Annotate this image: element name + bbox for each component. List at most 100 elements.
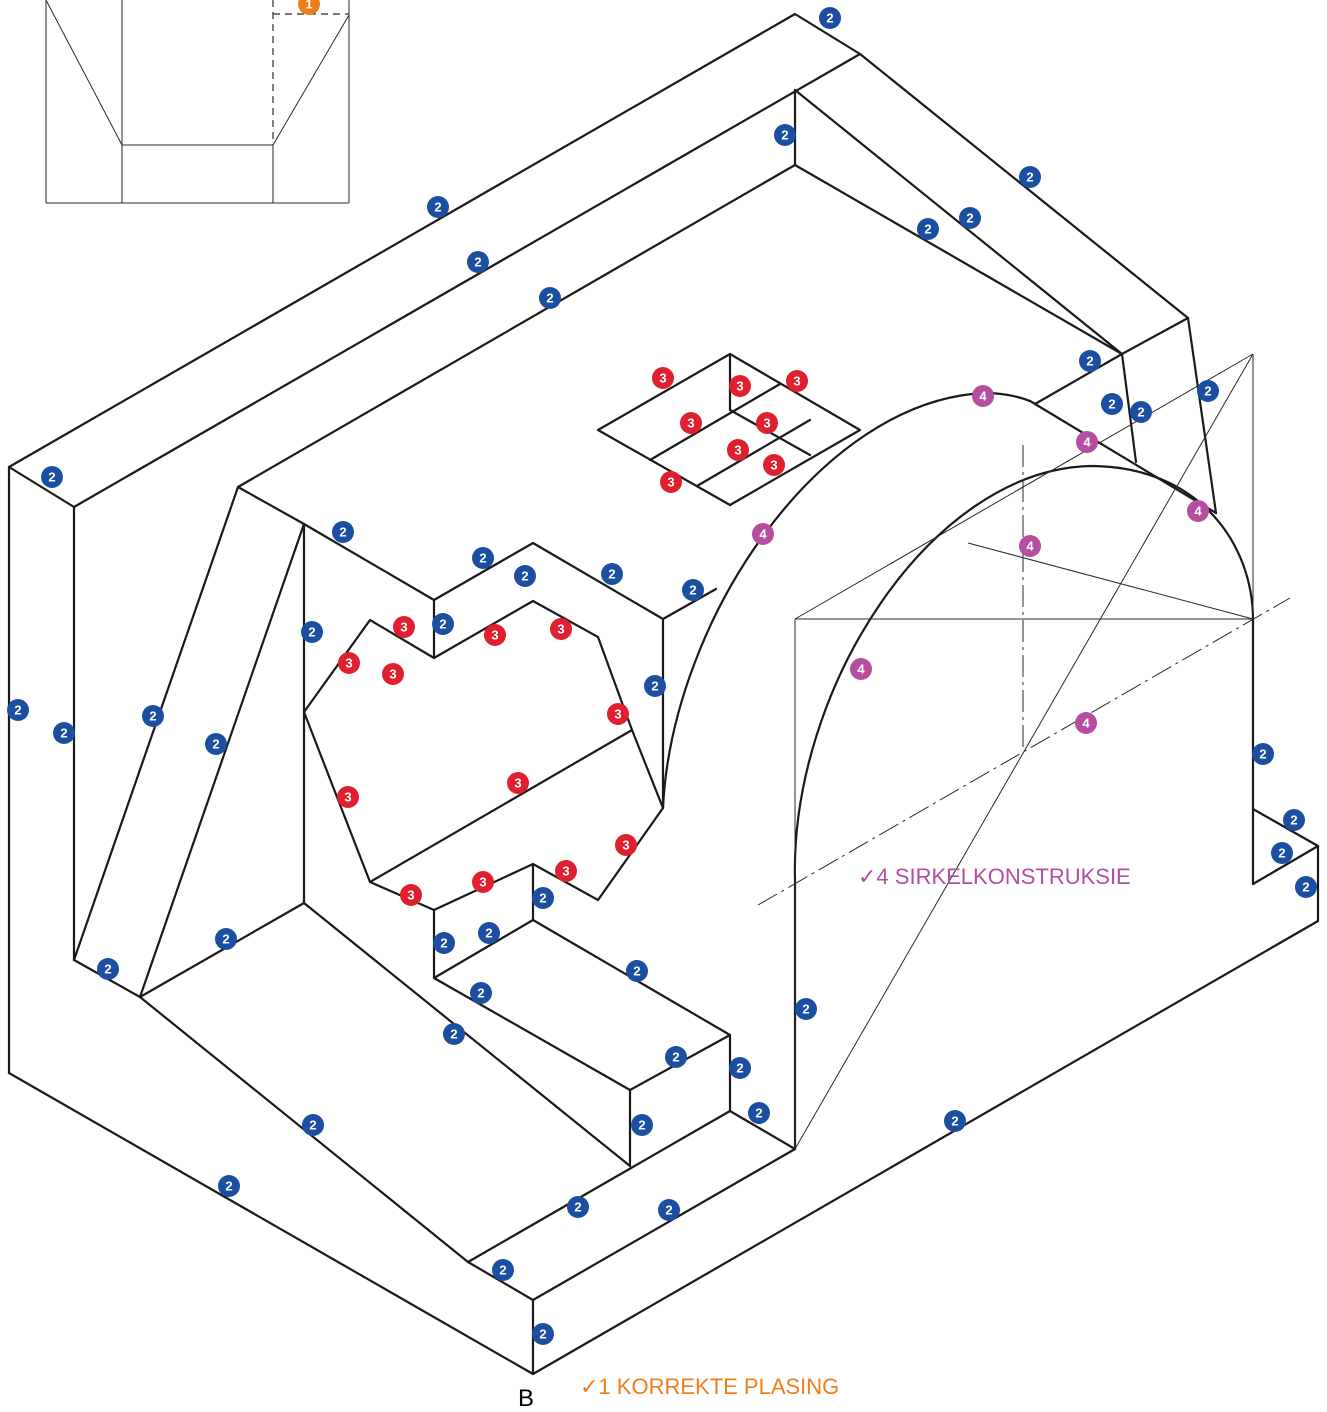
score-mark-4-7: 4 [1075,712,1097,734]
sirkelkonstruksie-note: ✓4 SIRKELKONSTRUKSIE [858,864,1131,889]
score-mark-circle [680,412,702,434]
score-mark-number: 3 [734,443,741,458]
score-mark-circle [665,1046,687,1068]
score-mark-3-14: 3 [607,703,629,725]
score-mark-4-1: 4 [972,385,994,407]
score-mark-number: 3 [667,475,674,490]
score-mark-2-6: 2 [1019,166,1041,188]
score-mark-number: 2 [781,128,788,143]
score-mark-circle [972,385,994,407]
score-mark-circle [400,884,422,906]
score-mark-number: 2 [951,1114,958,1129]
score-mark-circle [514,565,536,587]
score-mark-2-15: 2 [472,547,494,569]
score-mark-number: 2 [225,1179,232,1194]
score-mark-2-30: 2 [532,887,554,909]
score-mark-circle [1101,393,1123,415]
score-mark-circle [917,218,939,240]
score-mark-number: 4 [1026,539,1034,554]
score-mark-2-29: 2 [1295,876,1317,898]
score-mark-4-5: 4 [1019,535,1041,557]
score-mark-number: 2 [1137,405,1144,420]
score-mark-circle [795,998,817,1020]
score-mark-2-35: 2 [626,960,648,982]
score-mark-number: 2 [439,617,446,632]
score-mark-2-44: 2 [944,1110,966,1132]
score-mark-circle [332,521,354,543]
score-mark-number: 2 [1290,813,1297,828]
score-mark-number: 4 [1083,435,1091,450]
score-mark-number: 3 [389,667,396,682]
score-mark-number: 2 [474,255,481,270]
score-mark-circle [729,375,751,397]
score-mark-circle [660,471,682,493]
score-mark-2-48: 2 [492,1259,514,1281]
score-mark-2-11: 2 [1101,393,1123,415]
score-mark-circle [959,207,981,229]
score-mark-circle [748,1102,770,1124]
score-mark-3-1: 3 [652,367,674,389]
score-mark-3-8: 3 [660,471,682,493]
score-mark-number: 2 [546,291,553,306]
score-mark-circle [532,1323,554,1345]
score-mark-number: 3 [614,707,621,722]
reference-view [45,0,350,204]
score-mark-number: 2 [222,932,229,947]
score-mark-3-4: 3 [680,412,702,434]
score-mark-circle [539,287,561,309]
score-mark-number: 2 [539,1327,546,1342]
score-mark-2-31: 2 [433,932,455,954]
score-mark-2-22: 2 [7,699,29,721]
score-mark-circle [1295,876,1317,898]
score-mark-2-27: 2 [1283,809,1305,831]
score-mark-number: 3 [514,776,521,791]
score-mark-circle [97,958,119,980]
score-mark-2-10: 2 [1079,350,1101,372]
construction-lines [757,353,1291,1150]
score-mark-circle [1079,350,1101,372]
score-mark-3-19: 3 [472,871,494,893]
score-mark-3-7: 3 [763,454,785,476]
score-mark-number: 2 [633,964,640,979]
score-mark-2-4: 2 [539,287,561,309]
score-mark-number: 2 [14,703,21,718]
score-mark-3-20: 3 [400,884,422,906]
score-mark-circle [550,618,572,640]
score-mark-number: 2 [665,1203,672,1218]
score-mark-2-2: 2 [427,196,449,218]
score-mark-number: 4 [1194,504,1202,519]
score-mark-circle [763,454,785,476]
score-mark-circle [626,960,648,982]
score-mark-circle [507,772,529,794]
score-mark-number: 2 [1108,397,1115,412]
score-mark-circle [1252,743,1274,765]
score-mark-number: 2 [1302,880,1309,895]
score-mark-number: 2 [1259,747,1266,762]
score-mark-circle [1076,431,1098,453]
score-mark-number: 2 [802,1002,809,1017]
score-mark-2-32: 2 [478,922,500,944]
score-mark-number: 4 [1082,716,1090,731]
score-mark-number: 2 [539,891,546,906]
score-mark-3-11: 3 [382,663,404,685]
score-mark-number: 3 [491,628,498,643]
score-mark-number: 2 [149,709,156,724]
score-mark-2-45: 2 [218,1175,240,1197]
score-mark-circle [470,982,492,1004]
score-mark-number: 3 [345,656,352,671]
score-mark-number: 3 [407,888,414,903]
score-mark-circle [433,932,455,954]
score-mark-2-1: 2 [819,7,841,29]
score-mark-number: 2 [479,551,486,566]
score-mark-number: 3 [793,374,800,389]
score-mark-circle [484,624,506,646]
score-mark-number: 2 [924,222,931,237]
score-mark-number: 2 [60,726,67,741]
score-mark-2-36: 2 [470,982,492,1004]
score-mark-number: 2 [1278,846,1285,861]
score-mark-2-24: 2 [142,705,164,727]
score-mark-2-28: 2 [1271,842,1293,864]
score-mark-circle [727,439,749,461]
score-mark-3-5: 3 [756,412,778,434]
score-mark-number: 2 [638,1118,645,1133]
